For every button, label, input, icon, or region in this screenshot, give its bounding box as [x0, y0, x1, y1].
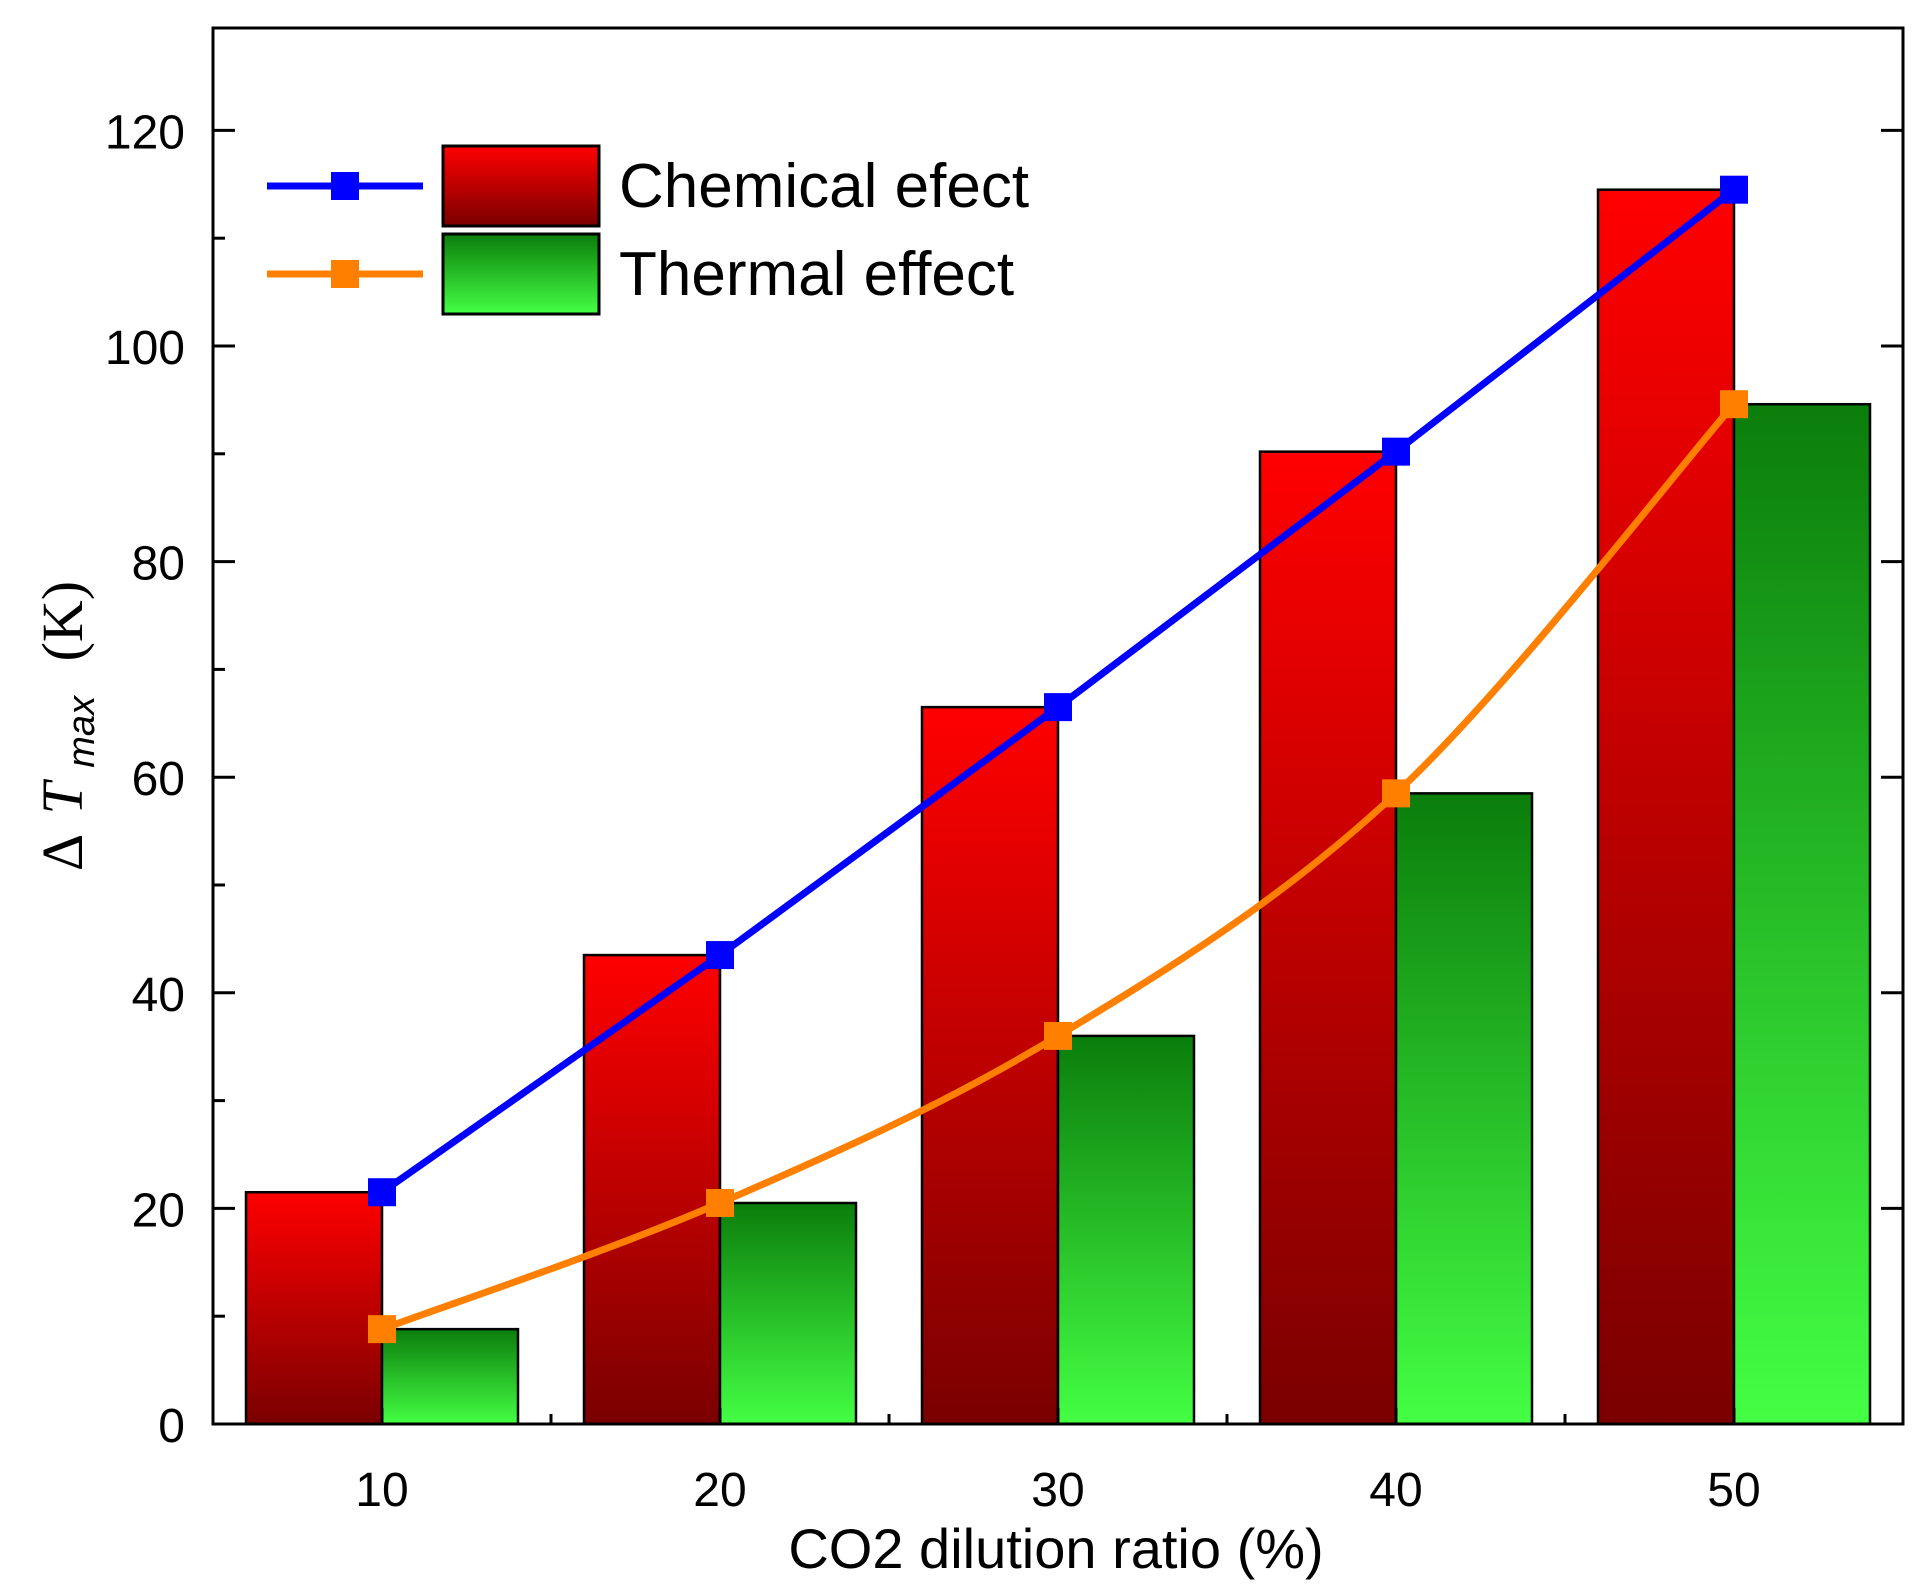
marker-chemical-30: [1044, 693, 1072, 722]
marker-thermal-40: [1382, 779, 1410, 808]
y-axis-label-delta: Δ: [30, 835, 95, 871]
legend-label-chemical: Chemical efect: [619, 152, 1029, 221]
y-tick-label: 120: [105, 106, 185, 159]
bar-thermal-50: [1732, 402, 1872, 1426]
marker-thermal-20: [706, 1189, 734, 1218]
bar-chemical-40: [1258, 450, 1398, 1426]
marker-chemical-10: [368, 1178, 396, 1207]
marker-chemical-20: [706, 941, 734, 970]
y-axis-label-symbol: T: [30, 778, 95, 814]
legend: Chemical efect Thermal effect: [267, 144, 1029, 316]
legend-marker-thermal: [331, 260, 359, 288]
legend-marker-chemical: [331, 172, 359, 200]
bar-chemical-50: [1596, 188, 1736, 1426]
legend-swatch-thermal: [441, 232, 601, 316]
y-axis-label-subscript: max: [61, 694, 103, 768]
x-tick-label: 40: [1369, 1464, 1422, 1517]
bar-chemical-10: [244, 1190, 384, 1426]
x-tick-label: 50: [1707, 1464, 1760, 1517]
x-tick-label: 20: [693, 1464, 746, 1517]
x-tick-label: 10: [355, 1464, 408, 1517]
y-tick-label: 100: [105, 322, 185, 375]
x-axis-label: CO2 dilution ratio (%): [788, 1517, 1323, 1580]
axes-layer: 0 20 40 60 80 100 120 10 20 30 40 50: [105, 106, 1903, 1517]
y-tick-label: 60: [132, 753, 185, 806]
y-tick-label: 20: [132, 1184, 185, 1237]
bar-thermal-10: [380, 1327, 520, 1426]
x-tick-label: 30: [1031, 1464, 1084, 1517]
y-tick-label: 40: [132, 969, 185, 1022]
bar-thermal-20: [718, 1201, 858, 1426]
bar-thermal-30: [1056, 1034, 1196, 1426]
y-axis-label: Δ T max (K): [30, 581, 107, 871]
bar-chemical-20: [582, 953, 722, 1426]
marker-chemical-50: [1720, 175, 1748, 204]
legend-swatch-chemical: [441, 144, 601, 228]
marker-thermal-30: [1044, 1021, 1072, 1050]
legend-label-thermal: Thermal effect: [619, 240, 1014, 309]
marker-chemical-40: [1382, 437, 1410, 466]
lines-layer: [368, 175, 1748, 1344]
bar-chemical-30: [920, 705, 1060, 1426]
y-tick-label: 0: [158, 1400, 185, 1453]
bars-layer: [244, 188, 1872, 1426]
y-axis-label-unit: (K): [30, 581, 95, 662]
marker-thermal-10: [368, 1315, 396, 1344]
marker-thermal-50: [1720, 390, 1748, 419]
line-thermal: [380, 401, 1737, 1333]
bar-thermal-40: [1394, 792, 1534, 1426]
y-tick-label: 80: [132, 538, 185, 591]
